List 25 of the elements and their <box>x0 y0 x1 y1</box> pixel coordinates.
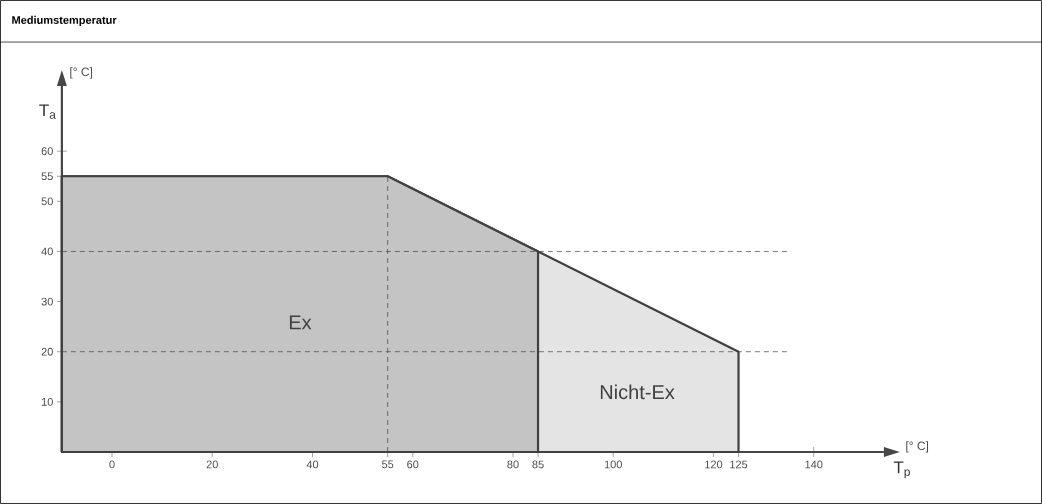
x-tick-label: 120 <box>705 460 723 469</box>
series-label: Nicht-Ex <box>600 384 675 400</box>
series-label: Ex <box>289 315 312 330</box>
y-tick-label: 30 <box>41 297 53 306</box>
x-tick-label: 0 <box>109 460 115 469</box>
x-tick-label: 80 <box>507 460 519 469</box>
y-tick-label: 40 <box>41 247 53 256</box>
y-tick-label: 55 <box>41 172 53 181</box>
x-tick-label: 20 <box>206 460 218 469</box>
x-tick-label: 85 <box>532 460 544 469</box>
x-tick-label: 100 <box>604 460 622 469</box>
x-tick-label: 55 <box>382 460 394 469</box>
y-tick-label: 10 <box>41 397 53 406</box>
text: [° C] <box>70 67 93 79</box>
y-tick-label: 50 <box>41 197 53 206</box>
x-tick-label: 140 <box>805 460 823 469</box>
text: [° C] <box>906 441 929 453</box>
y-tick-label: 20 <box>41 347 53 356</box>
x-tick-label: 60 <box>407 460 419 469</box>
x-tick-label: 125 <box>730 460 748 469</box>
x-axis-title: T$_{p}$ <box>893 461 910 479</box>
chart-title: Mediumstemperatur <box>12 15 117 27</box>
y-axis-title: T$_{a}$ <box>39 104 56 119</box>
x-tick-label: 40 <box>306 460 319 469</box>
y-tick-label: 60 <box>41 147 53 156</box>
